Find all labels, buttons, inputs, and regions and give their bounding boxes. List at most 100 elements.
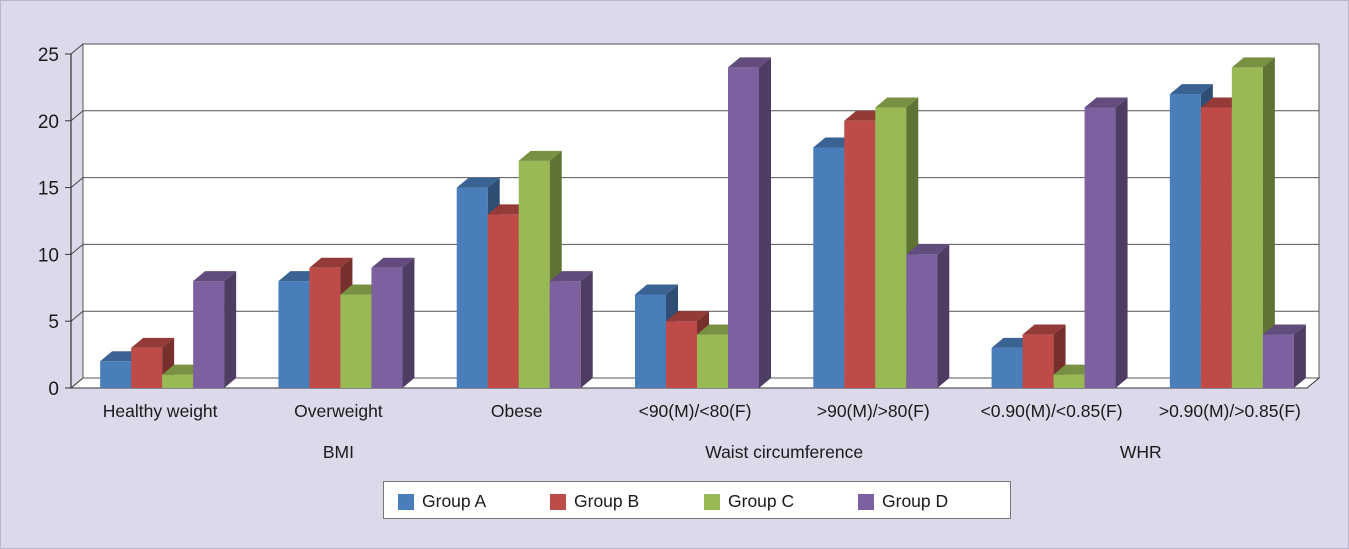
legend-label: Group A [422, 491, 487, 511]
bar-top [1231, 57, 1275, 68]
bar-top [371, 257, 415, 268]
bar [728, 57, 771, 389]
bar-side [224, 271, 237, 388]
bar-top [875, 97, 919, 108]
category-label: >90(M)/>80(F) [817, 401, 930, 421]
bar-front [906, 254, 938, 388]
legend-item: Group D [858, 491, 948, 512]
bar-front [278, 281, 310, 388]
bar-side [1262, 57, 1275, 389]
category-label: <90(M)/<80(F) [639, 401, 752, 421]
bar-top [193, 271, 237, 282]
category-label: >0.90(M)/>0.85(F) [1159, 401, 1301, 421]
bar-front [456, 187, 488, 388]
category-label: <0.90(M)/<0.85(F) [981, 401, 1123, 421]
bar-layer [100, 57, 1306, 389]
bar [1231, 57, 1275, 389]
bar-front [991, 347, 1023, 388]
bar [193, 271, 237, 388]
legend-swatch [550, 493, 566, 510]
bar-front [131, 347, 163, 388]
gridline-diag [70, 43, 84, 55]
category-group-label: BMI [323, 442, 354, 462]
category-label: Overweight [294, 401, 383, 421]
bar-top [1084, 97, 1128, 108]
bar-side [1293, 324, 1306, 388]
bar-top [666, 311, 709, 322]
bar-top [549, 271, 593, 282]
bar-front [371, 267, 403, 388]
legend-label: Group C [728, 491, 795, 511]
y-tick-label: 15 [38, 179, 59, 200]
category-group-label: WHR [1120, 442, 1162, 462]
bar-front [100, 361, 132, 388]
bar-front [1169, 94, 1201, 388]
bar-side [580, 271, 593, 388]
bar-top [518, 150, 562, 161]
bar [549, 271, 593, 388]
legend-label: Group D [882, 491, 949, 511]
bar-front [844, 120, 876, 389]
legend-swatch [398, 493, 414, 510]
gridline-diag [70, 110, 84, 122]
bar-top [131, 337, 175, 348]
y-tick-label: 10 [38, 245, 59, 266]
gridline-diag [70, 310, 84, 322]
bar [1262, 324, 1306, 388]
bar-top [1022, 324, 1066, 335]
bar-front [875, 107, 907, 388]
legend-item: Group C [704, 491, 794, 512]
legend-swatch [858, 493, 874, 510]
bar-front [162, 374, 194, 388]
bar-side [1115, 97, 1128, 388]
y-tick-label: 20 [38, 112, 59, 133]
bar [371, 257, 415, 388]
bar-front [487, 214, 519, 388]
bar-front [193, 281, 225, 388]
bar-front [340, 294, 372, 388]
bar-top [1169, 84, 1213, 95]
y-tick-label: 0 [48, 379, 59, 400]
bar-front [518, 160, 550, 388]
bar-front [1084, 107, 1116, 388]
bar-front [635, 294, 666, 388]
bar-front [1053, 374, 1085, 388]
y-tick-label: 5 [48, 312, 59, 333]
bar-front [666, 321, 697, 388]
gridline-diag [70, 177, 84, 188]
bar-top [906, 244, 950, 255]
y-tick-label: 25 [38, 45, 59, 66]
bar-front [549, 281, 581, 388]
legend-swatch [704, 493, 720, 510]
bar [1084, 97, 1128, 388]
category-label: Healthy weight [103, 401, 218, 421]
bar [906, 244, 950, 388]
gridline-diag [70, 244, 84, 255]
bar-top [728, 57, 771, 68]
bar-top [1262, 324, 1306, 335]
bar-front [728, 67, 759, 389]
category-group-label: Waist circumference [705, 442, 863, 462]
bar-side [937, 244, 950, 388]
bar-front [309, 267, 341, 388]
legend-item: Group B [550, 491, 639, 512]
bar-front [813, 147, 845, 388]
bar-top [635, 284, 678, 295]
legend: Group A Group B Group C Group D [383, 481, 1011, 519]
bar-side [402, 257, 415, 388]
bar-front [697, 334, 728, 388]
bar-front [1262, 334, 1294, 388]
bar-top [309, 257, 353, 268]
legend-label: Group B [574, 491, 640, 511]
legend-item: Group A [398, 491, 486, 512]
bar [1022, 324, 1066, 388]
bar-front [1231, 67, 1263, 389]
category-label: Obese [491, 401, 543, 421]
bar-front [1022, 334, 1054, 388]
bar-top [456, 177, 500, 188]
bar-side [759, 57, 771, 389]
bar-front [1200, 107, 1232, 388]
label-layer: 0 5 10 15 20 25 Healthy weight Overweight Obese <… [38, 45, 1301, 462]
